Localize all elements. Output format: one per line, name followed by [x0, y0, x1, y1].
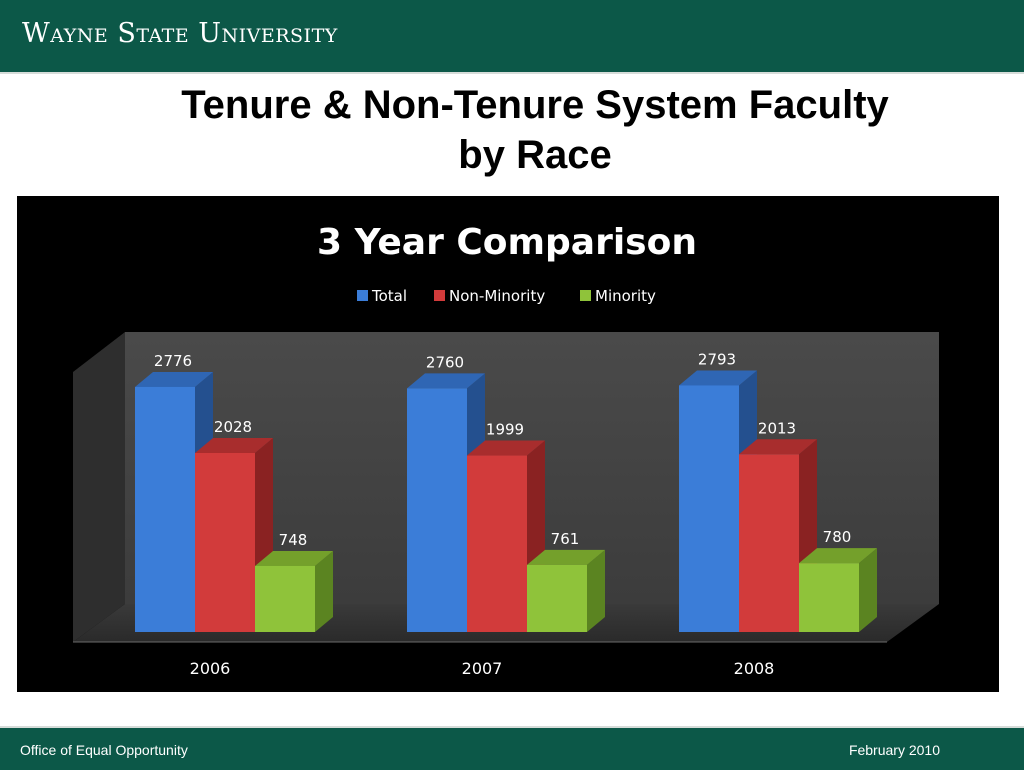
bar-2008-non-minority	[739, 439, 817, 632]
bar-2007-minority	[527, 549, 605, 632]
data-label: 2776	[154, 352, 192, 370]
x-tick-label: 2007	[462, 659, 503, 678]
footer-bar: Office of Equal Opportunity February 201…	[0, 726, 1024, 770]
legend-label: Total	[371, 287, 407, 305]
data-label: 748	[279, 531, 308, 549]
bar-2008-total	[679, 370, 757, 632]
bar-top	[195, 437, 273, 453]
legend-label: Minority	[595, 287, 656, 305]
header-bar: Wayne State University	[0, 0, 1024, 74]
data-label: 2028	[214, 418, 252, 436]
chart-area: 3 Year Comparison Total Non-Minority Minor…	[17, 196, 999, 692]
data-label: 1999	[486, 421, 524, 439]
data-label: 2793	[698, 350, 736, 368]
bar-2006-non-minority	[195, 437, 273, 632]
labels-group: 2776 2028 748 2006 2760 1999 761 2007 2793 2013 78…	[154, 350, 851, 678]
data-label: 780	[823, 528, 852, 546]
data-label: 2013	[758, 419, 796, 437]
bar-top	[527, 549, 605, 565]
legend: Total Non-Minority Minority	[357, 287, 656, 305]
bar-front	[407, 388, 467, 632]
legend-swatch-minority	[580, 290, 591, 301]
bar-front	[195, 452, 255, 632]
bar-top	[739, 439, 817, 455]
bar-top	[255, 550, 333, 566]
bar-chart: 3 Year Comparison Total Non-Minority Minor…	[73, 222, 939, 678]
bar-front	[527, 564, 587, 632]
slide-title: Tenure & Non-Tenure System Faculty by Ra…	[120, 80, 950, 180]
bar-top	[467, 440, 545, 456]
slide-title-line1: Tenure & Non-Tenure System Faculty	[181, 83, 889, 127]
bar-front	[467, 455, 527, 632]
university-logo-text: Wayne State University	[22, 18, 338, 49]
bar-side	[587, 549, 605, 632]
bar-2008-minority	[799, 548, 877, 632]
chart-side-wall	[73, 332, 125, 642]
bar-top	[135, 371, 213, 387]
legend-label: Non-Minority	[449, 287, 545, 305]
bar-side	[859, 548, 877, 632]
bar-2006-minority	[255, 550, 333, 632]
bar-front	[135, 386, 195, 632]
bar-front	[679, 385, 739, 632]
slide-title-line2: by Race	[458, 133, 612, 177]
bar-front	[739, 454, 799, 632]
x-tick-label: 2008	[734, 659, 775, 678]
bar-side	[315, 550, 333, 632]
bars-group	[135, 370, 877, 632]
chart-title: 3 Year Comparison	[317, 222, 697, 263]
data-label: 2760	[426, 353, 464, 371]
bar-top	[407, 373, 485, 389]
footer-date: February 2010	[848, 742, 940, 758]
bar-front	[255, 565, 315, 632]
bar-top	[799, 548, 877, 564]
bar-front	[799, 563, 859, 632]
footer-office: Office of Equal Opportunity	[20, 742, 188, 758]
bar-top	[679, 370, 757, 386]
x-tick-label: 2006	[190, 659, 231, 678]
data-label: 761	[551, 530, 580, 548]
legend-swatch-non-minority	[434, 290, 445, 301]
legend-swatch-total	[357, 290, 368, 301]
